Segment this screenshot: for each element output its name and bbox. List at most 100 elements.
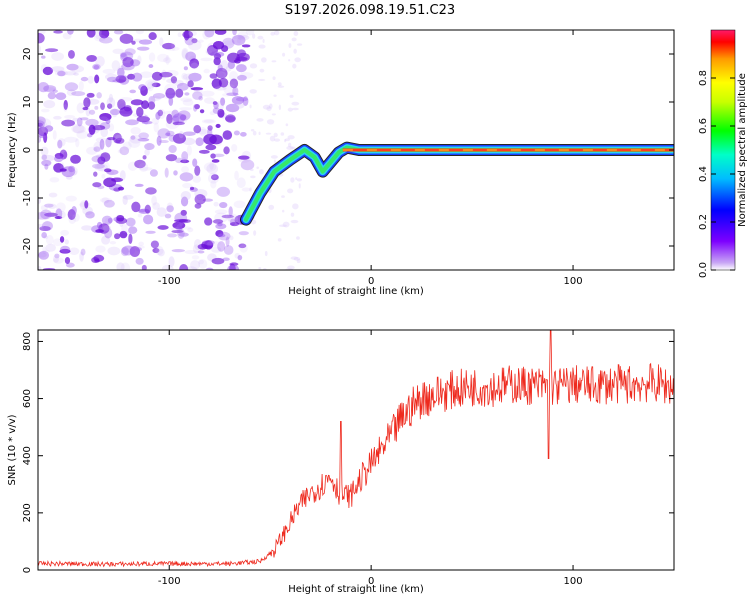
noise-blob <box>171 227 180 231</box>
noise-blob <box>202 240 215 246</box>
noise-blob <box>173 170 178 176</box>
y-tick-label: 400 <box>22 446 33 465</box>
noise-blob <box>64 114 76 119</box>
noise-blob <box>223 245 234 255</box>
noise-blob <box>172 113 186 124</box>
noise-blob <box>231 143 238 152</box>
noise-blob <box>148 32 157 41</box>
colorbar-tick-label: 0.2 <box>698 214 709 230</box>
noise-blob <box>171 229 184 234</box>
noise-blob <box>181 156 187 164</box>
noise-blob <box>161 264 174 270</box>
noise-blob <box>205 46 218 57</box>
noise-blob <box>92 182 102 188</box>
noise-blob <box>121 248 130 254</box>
noise-blob <box>43 132 48 143</box>
noise-blob <box>54 69 68 77</box>
noise-blob <box>99 36 113 44</box>
snr-xlabel: Height of straight line (km) <box>288 584 424 595</box>
x-tick-label: -100 <box>158 576 181 587</box>
noise-blob <box>188 72 202 82</box>
noise-blob <box>204 30 215 38</box>
noise-blob <box>142 155 147 160</box>
noise-blob <box>237 74 247 81</box>
y-tick-label: 0 <box>22 147 33 153</box>
y-tick-label: 10 <box>22 96 33 109</box>
noise-blob <box>120 246 129 257</box>
noise-blob <box>201 118 216 124</box>
noise-blob <box>81 225 93 231</box>
noise-blob <box>290 219 299 224</box>
noise-blob <box>191 255 200 260</box>
noise-blob <box>258 78 266 81</box>
noise-blob <box>178 130 184 139</box>
noise-blob <box>101 215 113 225</box>
snr-ticks: -100 0 100 0 200 400 600 800 <box>22 330 674 587</box>
noise-blob <box>134 159 146 169</box>
noise-blob <box>172 121 185 126</box>
noise-blob <box>127 73 136 80</box>
noise-blob <box>240 159 255 171</box>
noise-blob <box>152 92 165 99</box>
noise-blob <box>236 49 247 58</box>
noise-blob <box>211 246 222 253</box>
noise-blob <box>194 104 200 110</box>
noise-blob <box>259 68 265 73</box>
noise-blob <box>211 174 219 181</box>
noise-blob <box>109 108 120 116</box>
noise-blob <box>104 227 113 239</box>
noise-blob <box>241 187 251 192</box>
noise-blob <box>186 145 192 156</box>
noise-blob <box>227 60 236 70</box>
noise-blob <box>38 119 45 129</box>
noise-blob <box>82 206 94 216</box>
noise-blob <box>151 195 157 206</box>
noise-blob <box>225 114 236 123</box>
noise-blob <box>238 243 247 249</box>
noise-blob <box>80 117 89 121</box>
noise-blob <box>238 155 251 163</box>
colorbar-ticks: 0.0 0.2 0.4 0.6 0.8 <box>698 70 735 278</box>
noise-blob <box>224 40 235 46</box>
noise-blob <box>225 103 240 113</box>
noise-blob <box>63 99 68 110</box>
noise-blob <box>121 245 136 256</box>
noise-blob <box>206 241 221 247</box>
noise-blob <box>183 66 188 71</box>
noise-blob <box>236 177 246 189</box>
x-tick-label: -100 <box>158 276 181 287</box>
noise-blob <box>41 221 53 231</box>
noise-blob <box>66 89 77 96</box>
colorbar-gradient <box>710 29 736 271</box>
noise-blob <box>38 116 46 126</box>
noise-blob <box>119 230 128 239</box>
noise-blob <box>111 60 121 71</box>
noise-blob <box>143 114 149 125</box>
colorbar-tick-label: 0.4 <box>698 166 709 182</box>
noise-blob <box>38 135 42 143</box>
colorbar-tick-label: 0.0 <box>698 262 709 278</box>
noise-blob <box>156 207 167 217</box>
noise-blob <box>190 62 199 70</box>
noise-blob <box>71 123 85 134</box>
noise-blob <box>107 246 121 256</box>
noise-blob <box>165 132 171 137</box>
noise-blob <box>195 194 201 198</box>
snr-line <box>38 330 674 568</box>
noise-blob <box>120 51 134 61</box>
noise-blob <box>52 89 58 93</box>
noise-blob <box>122 194 134 200</box>
y-tick-label: 600 <box>22 389 33 408</box>
noise-blob <box>233 200 246 209</box>
noise-blob <box>163 57 172 64</box>
noise-blob <box>225 65 232 72</box>
noise-blob <box>159 37 164 47</box>
noise-blob <box>249 168 254 172</box>
noise-blob <box>155 245 164 256</box>
noise-blob <box>138 209 146 213</box>
noise-blob <box>63 71 77 76</box>
noise-blob <box>135 247 142 252</box>
noise-blob <box>293 48 297 54</box>
noise-blob <box>53 255 59 263</box>
noise-blob <box>220 59 229 71</box>
